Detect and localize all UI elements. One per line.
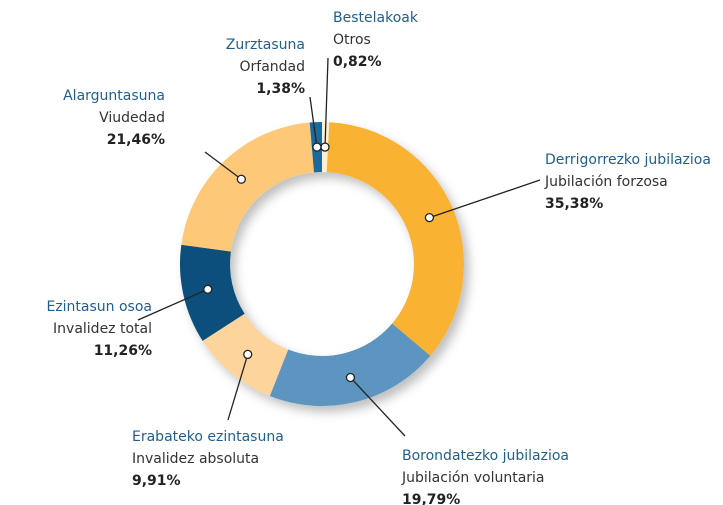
leader-line [137, 288, 209, 321]
leader-dot [312, 142, 322, 152]
translation-label: Viudedad [99, 110, 165, 126]
translation-label: Jubilación voluntaria [401, 470, 545, 486]
leader-line [227, 354, 249, 421]
category-label: Alarguntasuna [63, 88, 165, 104]
category-label: Bestelakoak [333, 10, 419, 26]
value-label: 35,38% [545, 196, 603, 212]
category-label: Derrigorrezko jubilazioa [545, 152, 711, 168]
category-label: Zurztasuna [226, 37, 305, 53]
leader-dot [243, 349, 253, 360]
leader-line [309, 96, 318, 148]
leader-dot [424, 212, 435, 223]
value-label: 1,38% [256, 81, 305, 97]
value-label: 11,26% [94, 343, 152, 359]
translation-label: Invalidez total [53, 321, 152, 337]
value-label: 21,46% [107, 132, 165, 148]
value-label: 0,82% [333, 54, 382, 70]
leader-line [349, 377, 406, 437]
leader-dot [236, 174, 246, 184]
leader-line [429, 179, 541, 219]
donut-slice [269, 323, 431, 406]
leader-line [324, 57, 329, 148]
translation-label: Jubilación forzosa [544, 174, 668, 190]
leader-line [204, 151, 242, 180]
donut-slice [179, 244, 245, 341]
category-label: Erabateko ezintasuna [132, 429, 284, 445]
translation-label: Invalidez absoluta [132, 451, 259, 467]
value-label: 19,79% [402, 492, 460, 505]
translation-label: Otros [333, 32, 371, 48]
donut [179, 122, 465, 406]
value-label: 9,91% [132, 473, 181, 489]
leader-dot [320, 142, 330, 152]
donut-slice [181, 122, 315, 252]
leader-dot [345, 372, 356, 383]
category-label: Ezintasun osoa [46, 299, 152, 315]
donut-slice [326, 122, 465, 356]
translation-label: Orfandad [239, 59, 305, 75]
category-label: Borondatezko jubilazioa [402, 448, 569, 464]
leader-dot [203, 284, 213, 294]
